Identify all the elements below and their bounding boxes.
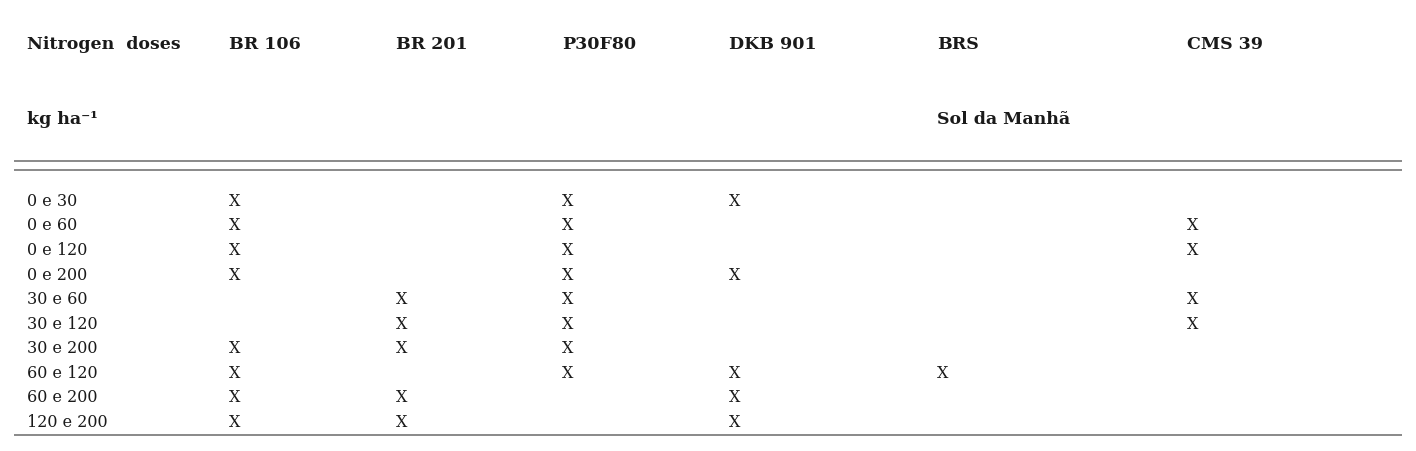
Text: X: X xyxy=(562,192,573,209)
Text: Nitrogen  doses: Nitrogen doses xyxy=(27,36,180,52)
Text: X: X xyxy=(395,413,408,430)
Text: X: X xyxy=(395,389,408,405)
Text: P30F80: P30F80 xyxy=(562,36,636,52)
Text: X: X xyxy=(729,413,741,430)
Text: 0 e 200: 0 e 200 xyxy=(27,266,86,283)
Text: 30 e 120: 30 e 120 xyxy=(27,315,98,332)
Text: kg ha⁻¹: kg ha⁻¹ xyxy=(27,110,98,128)
Text: X: X xyxy=(395,290,408,308)
Text: X: X xyxy=(562,340,573,356)
Text: X: X xyxy=(229,413,241,430)
Text: 30 e 200: 30 e 200 xyxy=(27,340,98,356)
Text: X: X xyxy=(229,364,241,381)
Text: BR 201: BR 201 xyxy=(395,36,467,52)
Text: X: X xyxy=(729,389,741,405)
Text: X: X xyxy=(229,241,241,258)
Text: X: X xyxy=(395,340,408,356)
Text: X: X xyxy=(729,266,741,283)
Text: 0 e 30: 0 e 30 xyxy=(27,192,76,209)
Text: BRS: BRS xyxy=(937,36,978,52)
Text: DKB 901: DKB 901 xyxy=(729,36,817,52)
Text: X: X xyxy=(1187,315,1198,332)
Text: X: X xyxy=(1187,290,1198,308)
Text: 60 e 200: 60 e 200 xyxy=(27,389,98,405)
Text: X: X xyxy=(562,315,573,332)
Text: X: X xyxy=(229,217,241,234)
Text: X: X xyxy=(562,217,573,234)
Text: Sol da Manhã: Sol da Manhã xyxy=(937,110,1070,128)
Text: X: X xyxy=(229,340,241,356)
Text: X: X xyxy=(562,364,573,381)
Text: 60 e 120: 60 e 120 xyxy=(27,364,98,381)
Text: X: X xyxy=(562,241,573,258)
Text: X: X xyxy=(229,266,241,283)
Text: X: X xyxy=(395,315,408,332)
Text: X: X xyxy=(562,266,573,283)
Text: X: X xyxy=(229,192,241,209)
Text: 30 e 60: 30 e 60 xyxy=(27,290,88,308)
Text: 0 e 60: 0 e 60 xyxy=(27,217,76,234)
Text: 0 e 120: 0 e 120 xyxy=(27,241,86,258)
Text: X: X xyxy=(1187,217,1198,234)
Text: 120 e 200: 120 e 200 xyxy=(27,413,108,430)
Text: X: X xyxy=(729,192,741,209)
Text: X: X xyxy=(229,389,241,405)
Text: X: X xyxy=(729,364,741,381)
Text: CMS 39: CMS 39 xyxy=(1187,36,1263,52)
Text: X: X xyxy=(562,290,573,308)
Text: BR 106: BR 106 xyxy=(229,36,302,52)
Text: X: X xyxy=(1187,241,1198,258)
Text: X: X xyxy=(937,364,949,381)
